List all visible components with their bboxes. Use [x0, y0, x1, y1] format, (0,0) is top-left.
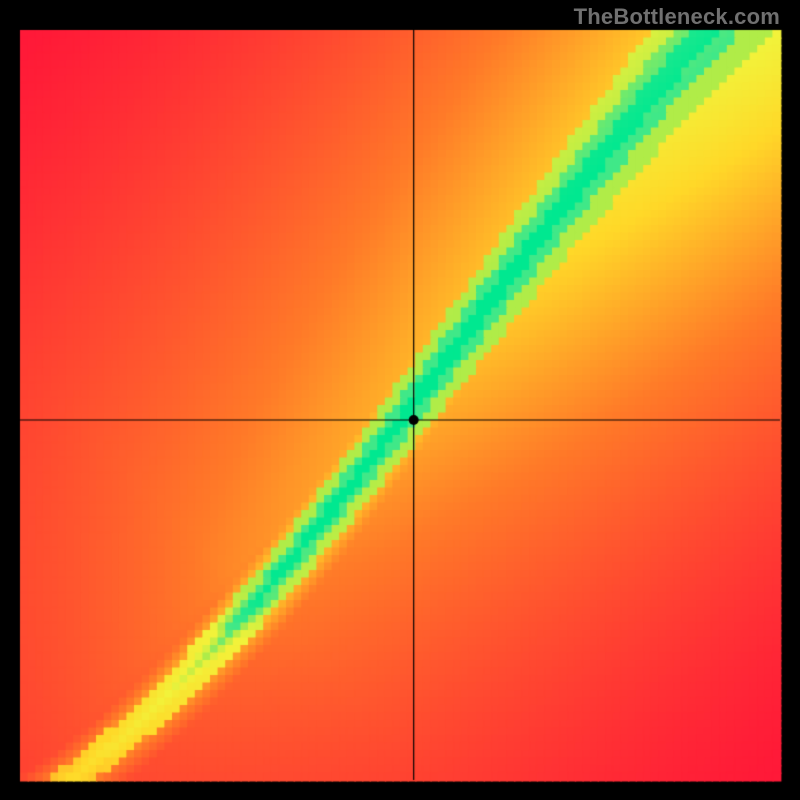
watermark-text: TheBottleneck.com	[574, 4, 780, 30]
bottleneck-heatmap-canvas	[0, 0, 800, 800]
chart-container: TheBottleneck.com	[0, 0, 800, 800]
